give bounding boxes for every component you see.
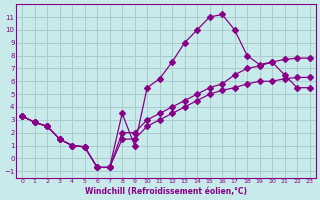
X-axis label: Windchill (Refroidissement éolien,°C): Windchill (Refroidissement éolien,°C) (85, 187, 247, 196)
